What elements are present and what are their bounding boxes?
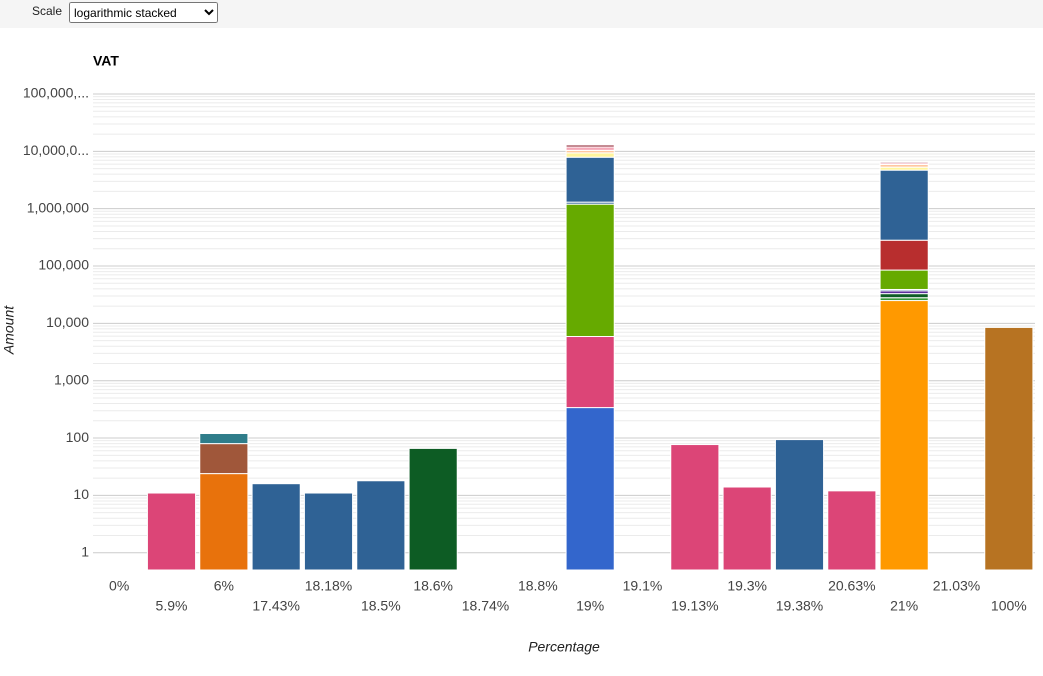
bar-segment: [879, 269, 929, 290]
bar-segment: [565, 336, 615, 409]
x-tick-label: 18.6%: [413, 578, 453, 594]
x-tick-label: 0%: [109, 578, 129, 594]
bar-segment: [565, 156, 615, 203]
y-axis-label: Amount: [1, 305, 17, 355]
bar-segment: [879, 161, 929, 164]
x-tick-label: 6%: [214, 578, 234, 594]
bar-segment: [879, 169, 929, 241]
x-tick-label: 21.03%: [933, 578, 980, 594]
bar-segment: [984, 326, 1034, 571]
x-tick-label: 100%: [991, 598, 1027, 614]
bar-segment: [879, 300, 929, 571]
bar-segment: [565, 407, 615, 571]
y-tick-label: 10,000: [46, 314, 89, 330]
chart-title: VAT: [93, 53, 119, 69]
bar-segment: [565, 144, 615, 148]
bar-segment: [199, 433, 249, 445]
toolbar: Scale logarithmic stacked: [0, 0, 1043, 28]
y-tick-label: 1: [81, 543, 89, 559]
x-tick-label: 18.8%: [518, 578, 558, 594]
y-tick-label: 10: [73, 486, 89, 502]
x-tick-label: 19.3%: [727, 578, 767, 594]
bar-segment: [827, 490, 877, 571]
bar-segment: [774, 439, 825, 571]
scale-label: Scale: [32, 4, 63, 18]
bar-segment: [565, 203, 615, 338]
x-tick-label: 17.43%: [252, 598, 299, 614]
bar-segment: [303, 492, 354, 571]
y-tick-label: 100,000,...: [23, 85, 89, 101]
x-tick-label: 18.74%: [462, 598, 509, 614]
x-tick-label: 19%: [576, 598, 604, 614]
scale-select[interactable]: logarithmic stacked: [69, 2, 218, 23]
y-tick-label: 10,000,0...: [23, 142, 89, 158]
x-tick-label: 19.38%: [776, 598, 823, 614]
bar-segment: [356, 480, 406, 571]
y-tick-label: 1,000,000: [27, 199, 89, 215]
bar-segment: [199, 473, 249, 571]
bar-segment: [722, 486, 772, 571]
x-tick-label: 5.9%: [156, 598, 188, 614]
y-tick-label: 100: [66, 429, 90, 445]
bar-segment: [251, 483, 301, 571]
y-tick-label: 100,000: [38, 257, 89, 273]
x-tick-label: 19.13%: [671, 598, 718, 614]
x-tick-label: 18.5%: [361, 598, 401, 614]
x-tick-label: 19.1%: [623, 578, 663, 594]
bar-segment: [565, 152, 615, 158]
bar-segment: [879, 239, 929, 271]
x-tick-label: 20.63%: [828, 578, 875, 594]
bar-segment: [199, 443, 249, 475]
bar-segment: [408, 447, 458, 571]
x-tick-label: 21%: [890, 598, 918, 614]
grid: [93, 93, 1035, 554]
x-tick-label: 18.18%: [305, 578, 352, 594]
bar-segment: [879, 293, 929, 299]
bar-segment: [565, 146, 615, 151]
bar-segment: [670, 444, 720, 571]
y-tick-label: 1,000: [54, 371, 89, 387]
x-axis-label: Percentage: [528, 639, 600, 655]
bar-segment: [146, 492, 197, 571]
